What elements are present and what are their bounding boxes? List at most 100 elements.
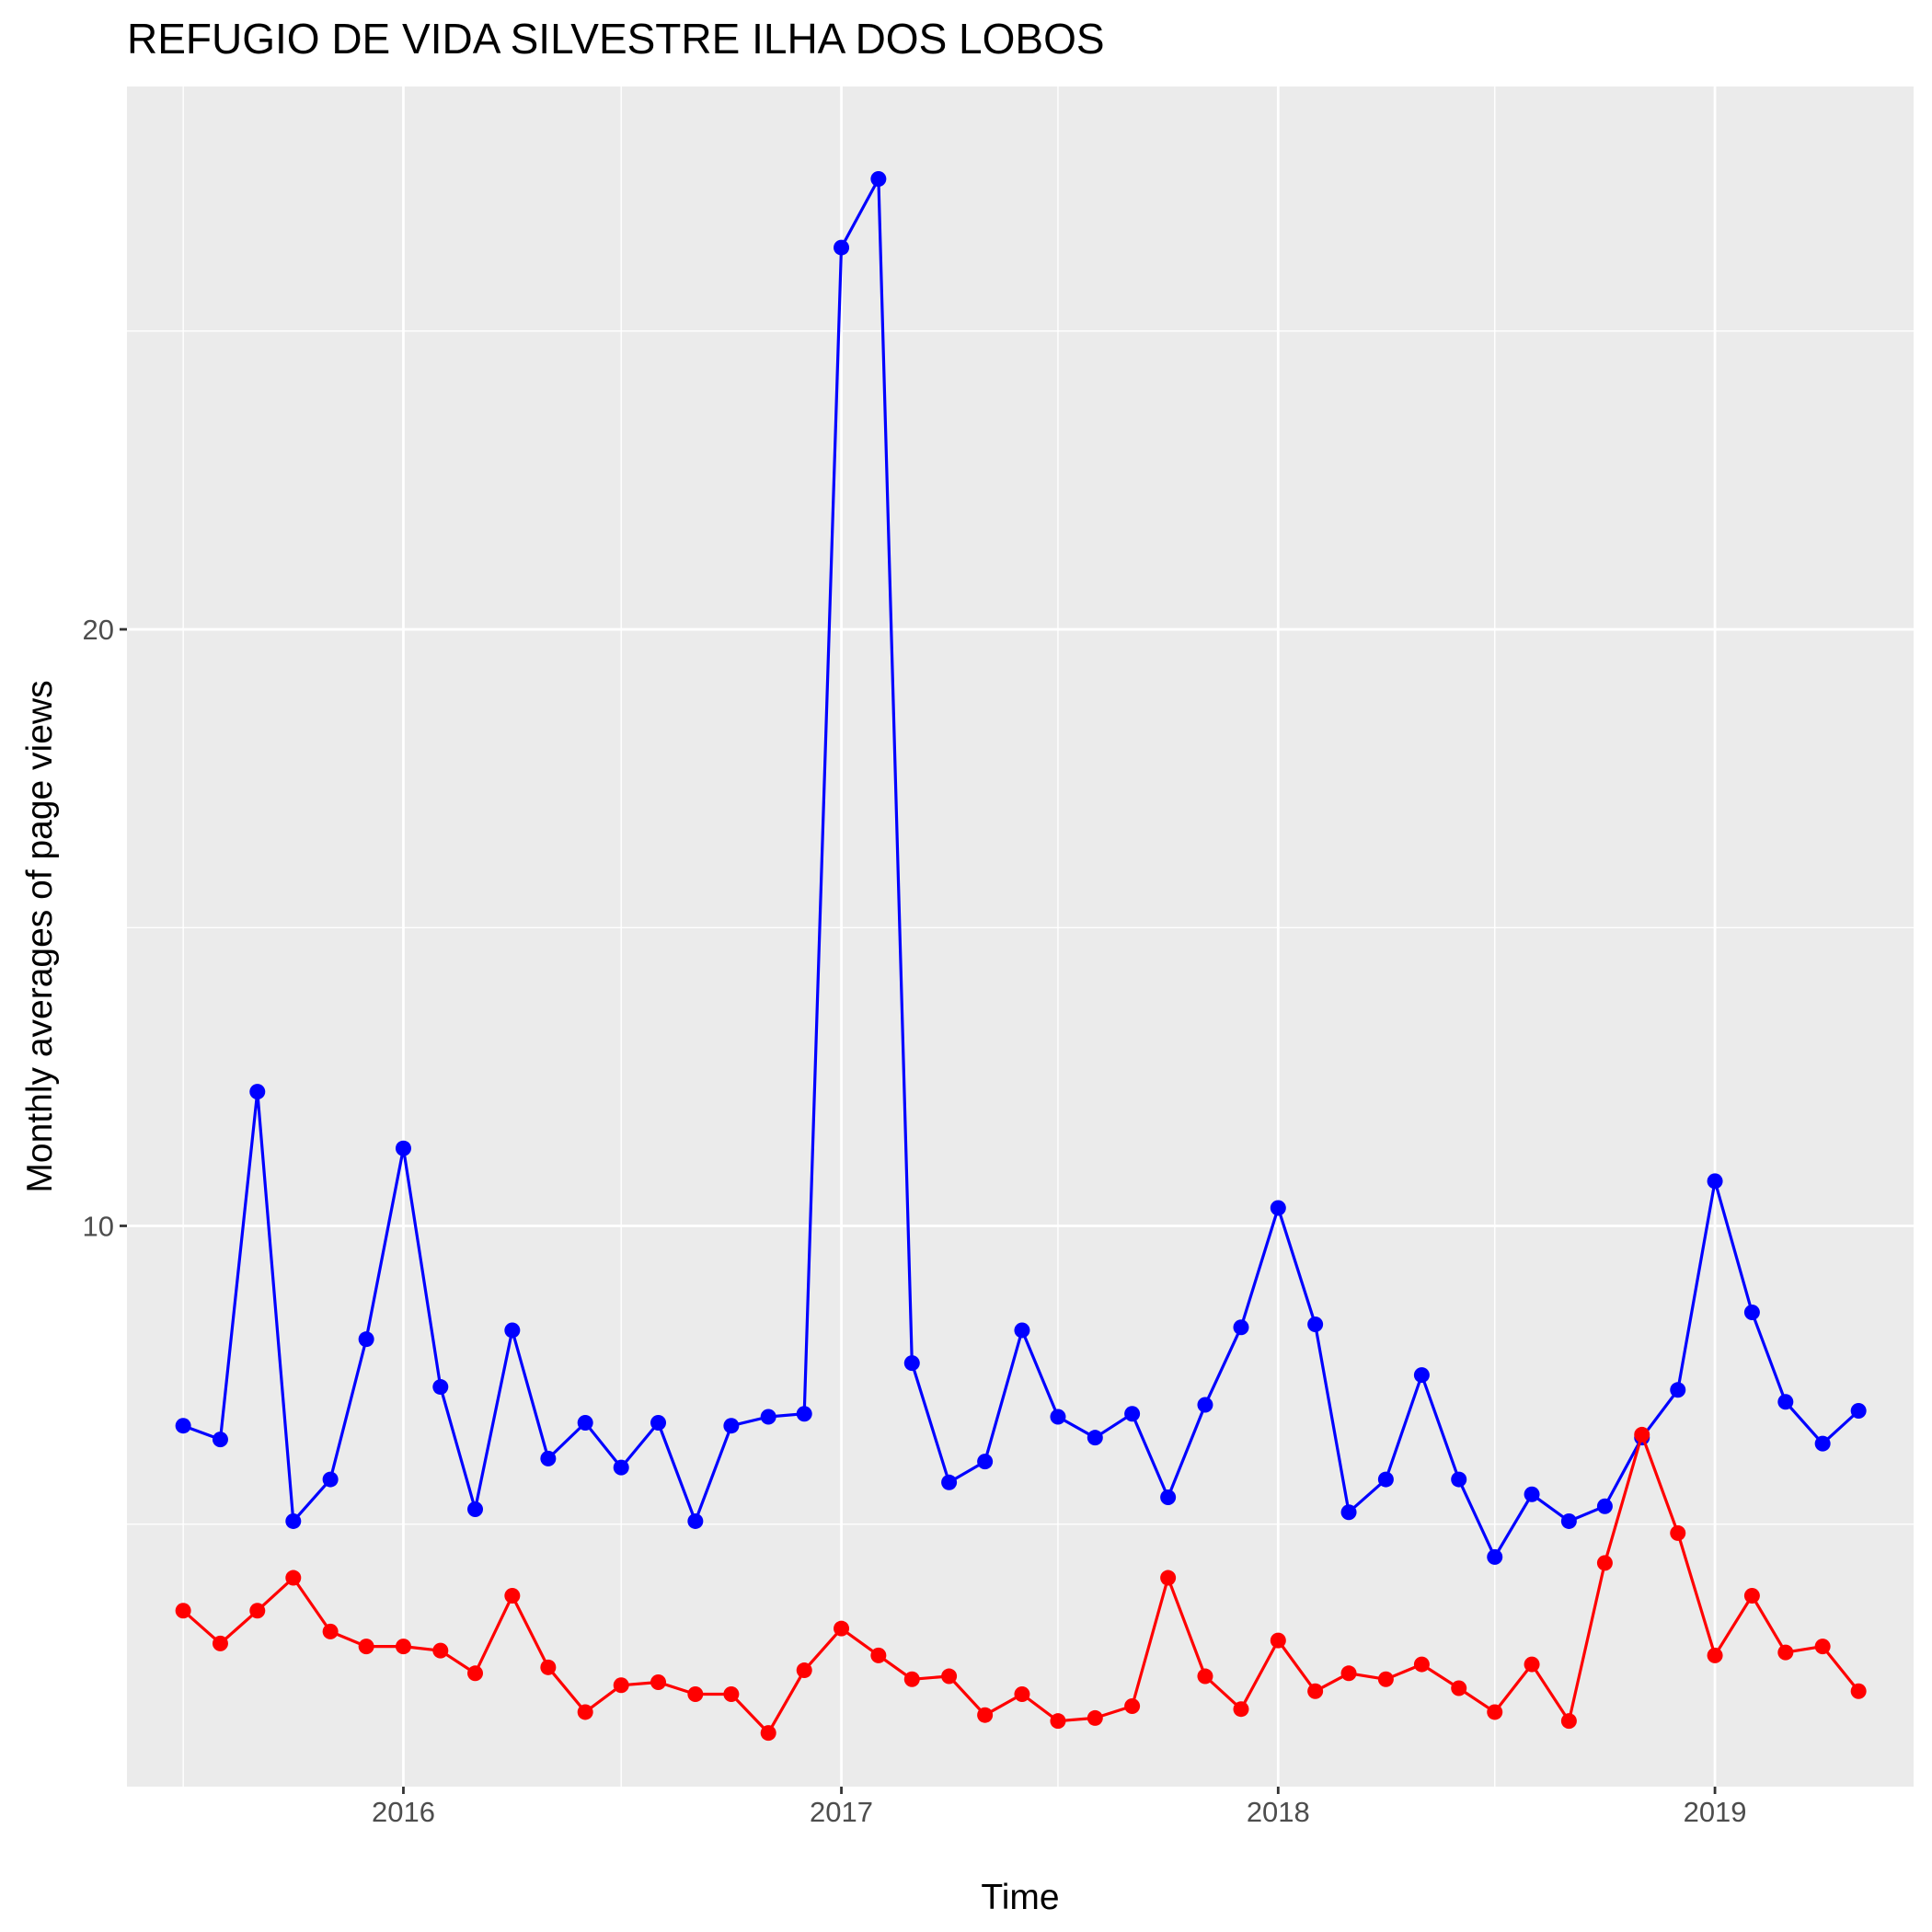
data-point xyxy=(1524,1656,1540,1673)
data-point xyxy=(395,1639,411,1655)
data-point xyxy=(687,1512,704,1529)
data-point xyxy=(723,1685,740,1702)
data-point xyxy=(1743,1588,1760,1604)
chart-title: REFUGIO DE VIDA SILVESTRE ILHA DOS LOBOS xyxy=(127,15,1105,63)
data-point xyxy=(1487,1704,1503,1720)
minor-gridlines xyxy=(127,86,1914,1787)
data-point xyxy=(1160,1570,1177,1586)
data-point xyxy=(540,1450,557,1466)
data-point xyxy=(1087,1430,1103,1446)
data-point xyxy=(1087,1709,1103,1726)
data-point xyxy=(1670,1382,1686,1398)
data-point xyxy=(1451,1680,1467,1696)
data-point xyxy=(540,1659,557,1675)
data-point xyxy=(1596,1555,1613,1571)
data-point xyxy=(322,1471,339,1488)
data-point xyxy=(1814,1639,1831,1655)
x-axis-title: Time xyxy=(981,1878,1059,1917)
data-point xyxy=(1014,1322,1030,1339)
data-point xyxy=(723,1418,740,1434)
data-point xyxy=(249,1084,266,1100)
data-point xyxy=(432,1379,449,1396)
data-point xyxy=(1413,1367,1430,1384)
series-1 xyxy=(175,171,1867,1565)
data-point xyxy=(1743,1305,1760,1321)
data-point xyxy=(1160,1489,1177,1506)
data-point xyxy=(504,1322,521,1339)
data-point xyxy=(834,239,850,256)
series-2 xyxy=(175,1426,1867,1742)
data-point xyxy=(1670,1524,1686,1541)
data-point xyxy=(1014,1685,1030,1702)
data-point xyxy=(1850,1402,1867,1419)
data-point xyxy=(1197,1668,1213,1685)
data-point xyxy=(1850,1683,1867,1699)
data-point xyxy=(1340,1665,1357,1682)
x-tick-label: 2017 xyxy=(810,1796,873,1828)
data-point xyxy=(796,1406,812,1422)
data-point xyxy=(941,1474,958,1490)
data-point xyxy=(1124,1406,1141,1422)
y-tick-label: 10 xyxy=(83,1210,114,1242)
data-point xyxy=(903,1355,920,1372)
y-axis-tick-labels: 10 20 xyxy=(83,614,114,1242)
data-point xyxy=(870,1647,887,1663)
data-point xyxy=(613,1677,629,1694)
x-axis-tick-labels: 2016 2017 2018 2019 xyxy=(372,1796,1747,1828)
data-point xyxy=(977,1454,994,1470)
x-tick-label: 2019 xyxy=(1684,1796,1747,1828)
data-point xyxy=(1307,1316,1324,1332)
data-point xyxy=(613,1459,629,1476)
data-point xyxy=(1377,1671,1394,1687)
data-point xyxy=(1197,1397,1213,1413)
data-point xyxy=(1596,1498,1613,1514)
data-point xyxy=(432,1642,449,1659)
data-point xyxy=(395,1140,411,1156)
data-point xyxy=(322,1623,339,1639)
data-point xyxy=(870,171,887,188)
y-axis-title: Monthly averages of page views xyxy=(20,680,60,1192)
data-point xyxy=(1413,1656,1430,1673)
data-point xyxy=(577,1414,593,1431)
data-point xyxy=(467,1665,484,1682)
data-point xyxy=(1270,1632,1286,1649)
data-point xyxy=(760,1409,776,1425)
data-point xyxy=(1634,1426,1650,1443)
data-point xyxy=(1814,1435,1831,1452)
data-point xyxy=(175,1603,191,1619)
data-point xyxy=(977,1707,994,1723)
data-point xyxy=(1777,1394,1794,1410)
data-point xyxy=(504,1588,521,1604)
data-point xyxy=(1340,1504,1357,1521)
data-point xyxy=(358,1331,374,1348)
data-point xyxy=(760,1725,776,1742)
data-point xyxy=(1451,1471,1467,1488)
data-point xyxy=(1707,1647,1723,1663)
data-point xyxy=(285,1570,302,1586)
data-point xyxy=(1487,1548,1503,1565)
data-point xyxy=(1377,1471,1394,1488)
data-point xyxy=(1707,1173,1723,1190)
data-point xyxy=(1233,1319,1249,1336)
x-tick-label: 2018 xyxy=(1247,1796,1310,1828)
data-point xyxy=(834,1620,850,1637)
data-point xyxy=(175,1418,191,1434)
data-point xyxy=(1560,1713,1577,1730)
data-point xyxy=(1124,1697,1141,1714)
series-layer xyxy=(175,171,1867,1742)
data-point xyxy=(650,1674,667,1691)
data-point xyxy=(941,1668,958,1685)
data-point xyxy=(1777,1644,1794,1661)
data-point xyxy=(1560,1512,1577,1529)
data-point xyxy=(285,1512,302,1529)
data-point xyxy=(1270,1200,1286,1216)
axis-ticks xyxy=(120,627,1717,1794)
data-point xyxy=(1524,1486,1540,1502)
data-point xyxy=(1050,1409,1066,1425)
y-tick-label: 20 xyxy=(83,614,114,646)
data-point xyxy=(212,1432,228,1448)
data-point xyxy=(1233,1701,1249,1718)
data-point xyxy=(1307,1683,1324,1699)
plot-panel xyxy=(127,86,1914,1787)
